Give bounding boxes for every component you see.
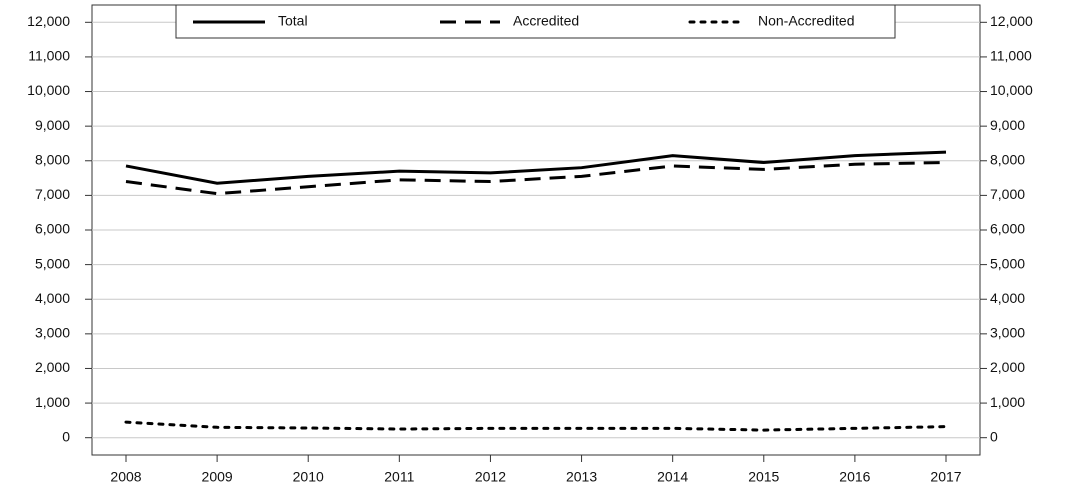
legend-label: Accredited	[513, 13, 579, 29]
y2-tick-label: 8,000	[990, 151, 1025, 167]
y2-tick-label: 12,000	[990, 13, 1033, 29]
y2-tick-label: 2,000	[990, 359, 1025, 375]
y-tick-label: 12,000	[27, 13, 70, 29]
y2-tick-label: 6,000	[990, 221, 1025, 237]
x-tick-label: 2009	[202, 469, 233, 485]
x-tick-label: 2016	[839, 469, 870, 485]
y2-tick-label: 7,000	[990, 186, 1025, 202]
x-tick-label: 2008	[110, 469, 141, 485]
y-tick-label: 3,000	[35, 325, 70, 341]
series-line	[124, 420, 948, 432]
y2-tick-label: 5,000	[990, 255, 1025, 271]
x-tick-label: 2010	[293, 469, 324, 485]
y-tick-label: 1,000	[35, 394, 70, 410]
series-line	[125, 150, 947, 185]
y2-tick-label: 3,000	[990, 325, 1025, 341]
legend-box	[175, 4, 896, 39]
y-tick-label: 8,000	[35, 151, 70, 167]
y-tick-label: 10,000	[27, 82, 70, 98]
grid	[92, 21, 980, 439]
y-tick-label: 0	[62, 428, 70, 444]
y2-tick-label: 4,000	[990, 290, 1025, 306]
legend-label: Total	[278, 13, 308, 29]
y-tick-label: 4,000	[35, 290, 70, 306]
x-tick-label: 2012	[475, 469, 506, 485]
y2-tick-label: 9,000	[990, 117, 1025, 133]
x-tick-label: 2011	[384, 469, 414, 485]
y-tick-label: 5,000	[35, 255, 70, 271]
y2-tick-label: 11,000	[990, 48, 1032, 64]
series-line	[125, 161, 947, 196]
x-tick-label: 2015	[748, 469, 779, 485]
legend-label: Non-Accredited	[758, 13, 855, 29]
y2-tick-label: 1,000	[990, 394, 1025, 410]
y2-tick-label: 10,000	[990, 82, 1033, 98]
y-tick-label: 7,000	[35, 186, 70, 202]
y-tick-label: 2,000	[35, 359, 70, 375]
y-tick-label: 9,000	[35, 117, 70, 133]
y2-tick-label: 0	[990, 428, 998, 444]
x-tick-label: 2013	[566, 469, 597, 485]
x-tick-label: 2017	[930, 469, 961, 485]
y-tick-label: 6,000	[35, 221, 70, 237]
x-tick-label: 2014	[657, 469, 688, 485]
y-tick-label: 11,000	[28, 48, 70, 64]
